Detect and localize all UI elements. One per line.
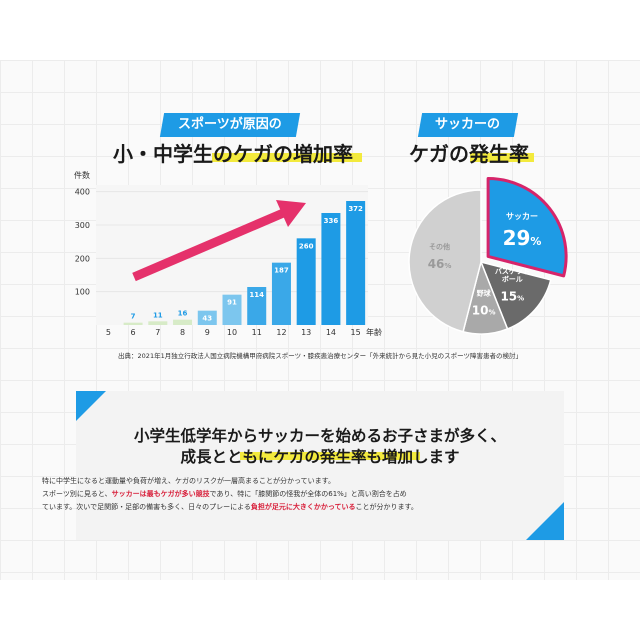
- trend-arrow-shaft: [132, 206, 290, 282]
- pie-slice-label: サッカー: [506, 212, 538, 221]
- left-title: 小・中学生のケガの増加率: [113, 142, 353, 166]
- info-line-2: スポーツ別に見ると、サッカーは最もケガが多い競技であり、特に「膝関節の怪我が全体…: [42, 488, 462, 501]
- bar-age-9: [197, 310, 217, 325]
- y-tick-label: 300: [75, 221, 90, 230]
- pie-value-number: 46: [428, 257, 445, 271]
- pie-value-unit: %: [444, 262, 451, 270]
- info-headline-1: 小学生低学年からサッカーを始めるお子さまが多く、: [133, 427, 506, 445]
- info-line-3c: ことが分かります。: [355, 503, 418, 511]
- info-highlight-2: 負担が足元に大きくかかっている: [250, 503, 356, 511]
- bar-age-14: [321, 213, 341, 325]
- pie-value-number: 15: [500, 290, 517, 304]
- x-tick-label: 13: [301, 328, 311, 337]
- x-tick-label: 15: [351, 328, 361, 337]
- bar-value-label: 372: [348, 205, 363, 213]
- x-tick-label: 7: [155, 328, 160, 337]
- x-tick-label: 10: [227, 328, 237, 337]
- pie-value-number: 29: [503, 226, 531, 250]
- pie-slice-0: [486, 176, 568, 278]
- left-title-highlight: [212, 153, 362, 162]
- y-axis-label: 件数: [74, 170, 90, 180]
- right-tag-text: サッカーの: [435, 117, 501, 132]
- right-title: ケガの発生率: [409, 142, 529, 166]
- pie-value-unit: %: [530, 235, 541, 248]
- x-axis-label: 年齢: [366, 327, 382, 337]
- info-line-3a: ています。次いで足関節・足部の備害も多く、日々のプレーによる: [42, 503, 251, 511]
- y-tick-label: 400: [75, 188, 90, 197]
- bar-age-15: [346, 201, 366, 325]
- info-line-1: 特に中学生になると運動量や負荷が増え、ケガのリスクが一層高まることが分かっていま…: [42, 477, 335, 485]
- pie-slice-1: [479, 260, 552, 330]
- bar-age-8: [173, 319, 193, 325]
- info-line-2a: スポーツ別に見ると、: [42, 490, 112, 498]
- source-note: 出典：2021年1月独立行政法人国立病院機構甲府病院スポーツ・膝疾患治療センター…: [118, 352, 522, 360]
- bar-value-label: 16: [178, 310, 188, 318]
- corner-accent-top-left: [76, 391, 106, 421]
- pie-value-unit: %: [488, 309, 495, 317]
- bar-value-label: 187: [274, 267, 289, 275]
- x-tick-label: 14: [326, 328, 336, 337]
- pie-value-number: 10: [472, 304, 489, 318]
- x-tick-label: 12: [276, 328, 286, 337]
- bar-age-7: [148, 321, 168, 325]
- pie-slice-value: 29%: [503, 226, 542, 250]
- pie-slice-value: 15%: [500, 290, 524, 304]
- info-highlight-1: サッカーは最もケガが多い競技: [111, 490, 210, 498]
- y-tick-label: 100: [75, 288, 90, 297]
- info-headline-highlight: [240, 452, 420, 460]
- pie-slice-label: ボール: [502, 275, 523, 284]
- right-title-highlight: [470, 153, 534, 162]
- left-tag: スポーツが原因の: [159, 113, 301, 137]
- bar-value-label: 43: [202, 315, 212, 323]
- x-tick-label: 6: [131, 328, 136, 337]
- info-line-2c: であり、特に「膝関節の怪我が全体の61%」と高い割合を占め: [209, 490, 407, 498]
- right-tag: サッカーの: [417, 113, 519, 137]
- info-body: 特に中学生になると運動量や負荷が増え、ケガのリスクが一層高まることが分かっていま…: [42, 475, 462, 514]
- pie-slice-label: 野球: [477, 289, 492, 298]
- bar-value-label: 91: [227, 299, 237, 307]
- left-tag-text: スポーツが原因の: [178, 117, 282, 132]
- bar-age-6: [123, 322, 143, 325]
- bar-age-11: [247, 287, 267, 325]
- x-tick-label: 9: [205, 328, 210, 337]
- bar-value-label: 114: [249, 291, 264, 299]
- bar-value-label: 7: [131, 313, 136, 321]
- info-headline-2: 成長とともにケガの発生率も増加します: [180, 448, 460, 466]
- bar-value-label: 260: [299, 242, 314, 250]
- x-tick-label: 11: [252, 328, 262, 337]
- info-line-3: ています。次いで足関節・足部の備害も多く、日々のプレーによる負担が足元に大きくか…: [42, 501, 462, 514]
- pie-slice-label: その他: [429, 242, 450, 251]
- x-tick-label: 5: [106, 328, 111, 337]
- info-box: [76, 391, 564, 540]
- bar-value-label: 336: [324, 217, 339, 225]
- pie-slice-value: 10%: [472, 304, 496, 318]
- pie-slice-value: 46%: [428, 257, 452, 271]
- bar-age-13: [296, 238, 316, 325]
- y-tick-label: 200: [75, 254, 90, 263]
- corner-accent-bottom-right: [526, 502, 564, 540]
- bar-age-10: [222, 294, 242, 325]
- bar-age-12: [271, 262, 291, 325]
- x-tick-label: 8: [180, 328, 185, 337]
- pie-value-unit: %: [517, 295, 524, 303]
- pie-slice-label: バスケット: [495, 268, 530, 276]
- trend-arrow-head: [276, 200, 306, 227]
- pie-slice-3: [408, 189, 482, 333]
- bar-value-label: 11: [153, 311, 163, 319]
